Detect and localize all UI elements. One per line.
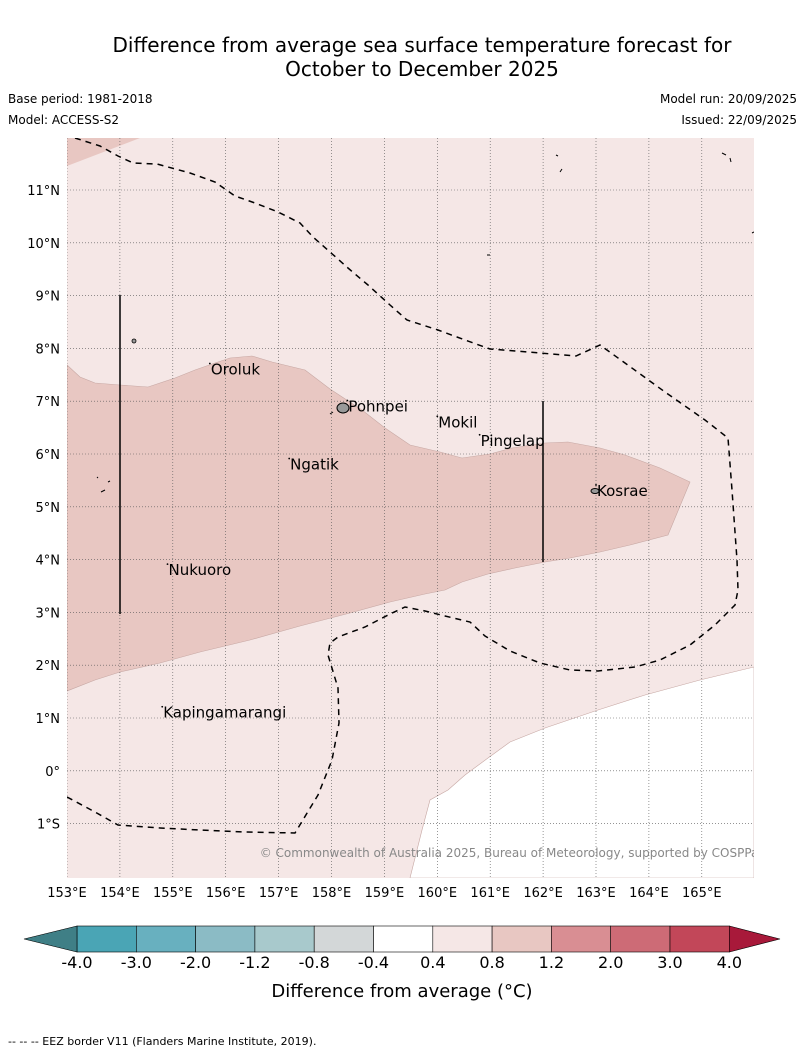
eez-footnote: -- -- -- EEZ border V11 (Flanders Marine… (8, 1035, 317, 1048)
lat-label: 0° (45, 765, 60, 780)
lon-label: 161°E (470, 886, 510, 901)
base-period: Base period: 1981-2018 (8, 92, 153, 106)
colorbar-tick-label: -3.0 (121, 953, 152, 972)
lat-label: 1°N (36, 712, 61, 727)
colorbar-tick-label: -0.8 (299, 953, 330, 972)
colorbar-under-arrow (23, 925, 78, 953)
colorbar-swatch-1 (136, 925, 196, 953)
lon-label: 165°E (682, 886, 722, 901)
lon-label: 159°E (365, 886, 405, 901)
lon-label: 160°E (418, 886, 458, 901)
colorbar-tick-label: 0.8 (479, 953, 504, 972)
colorbar-swatch-3 (254, 925, 315, 953)
place-label-kapingamarangi: Kapingamarangi (163, 704, 286, 722)
colorbar-swatch-5 (373, 925, 434, 953)
lat-label: 10°N (27, 237, 60, 252)
lat-label: 8°N (36, 342, 61, 357)
model-name: Model: ACCESS-S2 (8, 113, 120, 127)
colorbar-swatch-10 (669, 925, 730, 953)
anomaly-0-8-to-1-2-band (67, 355, 691, 692)
title-line-2: October to December 2025 (285, 57, 559, 81)
lon-label: 154°E (100, 886, 140, 901)
issued-date: Issued: 22/09/2025 (681, 113, 797, 127)
colorbar-tick-label: 1.2 (539, 953, 564, 972)
island-pohnpei (336, 402, 350, 414)
place-marker-ngatik (288, 457, 291, 460)
lat-label: 2°N (36, 659, 61, 674)
lat-label: 11°N (27, 184, 60, 199)
lat-label: 7°N (36, 395, 61, 410)
colorbar-tick-label: 3.0 (657, 953, 682, 972)
place-marker-nukuoro (166, 563, 169, 566)
eez-border (67, 138, 739, 834)
lon-label: 153°E (47, 886, 87, 901)
place-marker-pingelap (478, 433, 481, 436)
colorbar-tick-label: -2.0 (180, 953, 211, 972)
model-run: Model run: 20/09/2025 (659, 92, 797, 106)
lon-label: 155°E (153, 886, 193, 901)
lon-label: 162°E (523, 886, 563, 901)
copyright-notice: © Commonwealth of Australia 2025, Bureau… (260, 846, 765, 860)
anomaly-0-8-to-1-2-northwest-patch (67, 138, 140, 166)
colorbar-tick-label: 2.0 (598, 953, 623, 972)
colorbar-tick-label: 4.0 (717, 953, 742, 972)
place-label-oroluk: Oroluk (211, 361, 260, 379)
place-marker-kosrae (595, 484, 597, 486)
eez-border-northern (67, 138, 739, 834)
colorbar-tick-label: -4.0 (61, 953, 92, 972)
place-label-pohnpei: Pohnpei (348, 397, 408, 415)
latitude-labels: 11°N 10°N 9°N 8°N 7°N 6°N 5°N 4°N 3°N 2°N 1°N 0° 1°S (27, 184, 60, 833)
island-kosrae (590, 488, 600, 494)
colorbar-swatch-2 (195, 925, 256, 953)
colorbar-tick-label: -1.2 (239, 953, 270, 972)
colorbar-label: Difference from average (°C) (271, 981, 532, 1002)
place-label-pingelap: Pingelap (481, 432, 545, 450)
title-line-1: Difference from average sea surface temp… (112, 33, 732, 57)
colorbar-swatch-9 (610, 925, 671, 953)
colorbar-swatch-4 (313, 925, 374, 953)
island-small-1 (131, 338, 137, 344)
anomaly-minus-0-4-to-0-4-region (409, 666, 754, 878)
lat-label: 1°S (37, 818, 60, 833)
place-marker-kapingamarangi (161, 705, 164, 708)
lon-label: 163°E (576, 886, 616, 901)
colorbar-over-arrow (728, 925, 781, 953)
place-label-ngatik: Ngatik (290, 456, 339, 474)
colorbar-swatch-0 (76, 925, 137, 953)
colorbar-tick-labels: -4.0 -3.0 -2.0 -1.2 -0.8 -0.4 0.4 0.8 1.2 2.0 3.0 4… (61, 953, 742, 972)
colorbar-swatch-6 (432, 925, 493, 953)
lon-label: 164°E (629, 886, 669, 901)
place-marker-pohnpei (346, 399, 349, 402)
colorbar-swatch-8 (551, 925, 612, 953)
lat-label: 5°N (36, 501, 61, 516)
colorbar-swatch-7 (491, 925, 552, 953)
atoll-marks (96, 152, 754, 493)
colorbar-tick-label: 0.4 (420, 953, 445, 972)
longitude-labels: 153°E 154°E 155°E 156°E 157°E 158°E 159°E 160°E… (47, 886, 721, 901)
colorbar-tick-label: -0.4 (358, 953, 389, 972)
lon-label: 156°E (206, 886, 246, 901)
place-marker-oroluk (208, 362, 211, 365)
lat-label: 4°N (36, 554, 61, 569)
place-marker-mokil (436, 415, 439, 418)
lon-label: 158°E (312, 886, 352, 901)
lon-label: 157°E (259, 886, 299, 901)
place-label-kosrae: Kosrae (597, 482, 648, 500)
lat-label: 6°N (36, 448, 61, 463)
place-label-mokil: Mokil (438, 413, 477, 431)
colorbar-swatches (23, 925, 781, 953)
lat-label: 9°N (36, 290, 61, 305)
lat-label: 3°N (36, 606, 61, 621)
place-label-nukuoro: Nukuoro (169, 561, 232, 579)
